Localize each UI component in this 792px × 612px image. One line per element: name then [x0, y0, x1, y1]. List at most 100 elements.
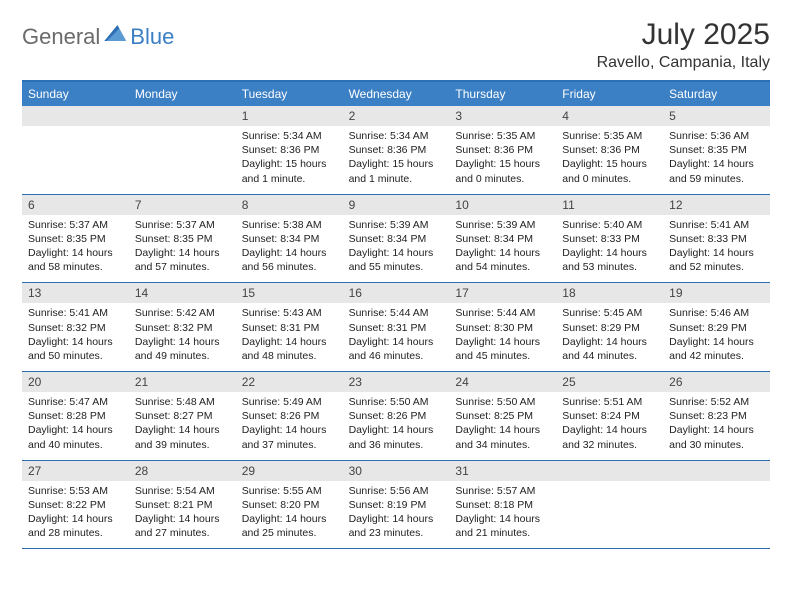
daycontent-row: Sunrise: 5:53 AMSunset: 8:22 PMDaylight:…	[22, 481, 770, 549]
day-number: 17	[449, 283, 556, 303]
day-daylight2: and 37 minutes.	[242, 438, 337, 452]
day-daylight2: and 59 minutes.	[669, 172, 764, 186]
logo-triangle-icon	[104, 25, 126, 41]
logo-text-general: General	[22, 24, 100, 50]
day-header-row: Sunday Monday Tuesday Wednesday Thursday…	[22, 82, 770, 106]
daynum-row: 6789101112	[22, 195, 770, 215]
day-cell: Sunrise: 5:43 AMSunset: 8:31 PMDaylight:…	[236, 303, 343, 371]
day-header: Saturday	[663, 82, 770, 106]
day-daylight2: and 50 minutes.	[28, 349, 123, 363]
title-block: July 2025 Ravello, Campania, Italy	[597, 18, 770, 72]
day-daylight2: and 40 minutes.	[28, 438, 123, 452]
day-sunrise: Sunrise: 5:37 AM	[28, 218, 123, 232]
day-cell: Sunrise: 5:38 AMSunset: 8:34 PMDaylight:…	[236, 215, 343, 283]
day-daylight2: and 44 minutes.	[562, 349, 657, 363]
day-daylight2: and 21 minutes.	[455, 526, 550, 540]
day-header: Monday	[129, 82, 236, 106]
day-number: 1	[236, 106, 343, 126]
daycontent-row: Sunrise: 5:34 AMSunset: 8:36 PMDaylight:…	[22, 126, 770, 194]
day-number: 29	[236, 461, 343, 481]
day-sunrise: Sunrise: 5:51 AM	[562, 395, 657, 409]
daynum-row: 20212223242526	[22, 372, 770, 392]
day-daylight1: Daylight: 14 hours	[669, 335, 764, 349]
day-daylight1: Daylight: 14 hours	[349, 512, 444, 526]
day-daylight1: Daylight: 14 hours	[562, 423, 657, 437]
calendar: Sunday Monday Tuesday Wednesday Thursday…	[22, 80, 770, 549]
day-sunset: Sunset: 8:34 PM	[455, 232, 550, 246]
day-daylight1: Daylight: 14 hours	[455, 512, 550, 526]
day-daylight2: and 49 minutes.	[135, 349, 230, 363]
day-sunrise: Sunrise: 5:43 AM	[242, 306, 337, 320]
day-number	[556, 461, 663, 481]
day-number: 24	[449, 372, 556, 392]
day-sunrise: Sunrise: 5:39 AM	[349, 218, 444, 232]
day-cell: Sunrise: 5:39 AMSunset: 8:34 PMDaylight:…	[343, 215, 450, 283]
day-daylight2: and 28 minutes.	[28, 526, 123, 540]
day-daylight1: Daylight: 14 hours	[242, 512, 337, 526]
day-daylight1: Daylight: 15 hours	[455, 157, 550, 171]
day-daylight1: Daylight: 14 hours	[562, 246, 657, 260]
day-cell: Sunrise: 5:37 AMSunset: 8:35 PMDaylight:…	[22, 215, 129, 283]
day-daylight2: and 32 minutes.	[562, 438, 657, 452]
day-daylight2: and 36 minutes.	[349, 438, 444, 452]
day-daylight2: and 58 minutes.	[28, 260, 123, 274]
day-sunset: Sunset: 8:36 PM	[349, 143, 444, 157]
day-sunrise: Sunrise: 5:45 AM	[562, 306, 657, 320]
day-cell: Sunrise: 5:47 AMSunset: 8:28 PMDaylight:…	[22, 392, 129, 460]
day-number: 13	[22, 283, 129, 303]
day-number: 12	[663, 195, 770, 215]
day-daylight1: Daylight: 14 hours	[562, 335, 657, 349]
day-sunrise: Sunrise: 5:38 AM	[242, 218, 337, 232]
day-daylight2: and 48 minutes.	[242, 349, 337, 363]
calendar-week: 6789101112Sunrise: 5:37 AMSunset: 8:35 P…	[22, 195, 770, 284]
day-daylight1: Daylight: 14 hours	[28, 512, 123, 526]
day-number: 8	[236, 195, 343, 215]
day-cell: Sunrise: 5:40 AMSunset: 8:33 PMDaylight:…	[556, 215, 663, 283]
day-sunset: Sunset: 8:23 PM	[669, 409, 764, 423]
day-daylight1: Daylight: 14 hours	[349, 335, 444, 349]
day-sunset: Sunset: 8:36 PM	[562, 143, 657, 157]
day-sunset: Sunset: 8:20 PM	[242, 498, 337, 512]
day-daylight1: Daylight: 14 hours	[242, 335, 337, 349]
day-cell: Sunrise: 5:52 AMSunset: 8:23 PMDaylight:…	[663, 392, 770, 460]
day-daylight1: Daylight: 14 hours	[135, 335, 230, 349]
day-number: 16	[343, 283, 450, 303]
day-sunset: Sunset: 8:31 PM	[242, 321, 337, 335]
day-number	[129, 106, 236, 126]
day-cell: Sunrise: 5:57 AMSunset: 8:18 PMDaylight:…	[449, 481, 556, 549]
day-daylight1: Daylight: 14 hours	[242, 423, 337, 437]
day-daylight1: Daylight: 14 hours	[455, 246, 550, 260]
day-daylight2: and 57 minutes.	[135, 260, 230, 274]
day-daylight2: and 0 minutes.	[455, 172, 550, 186]
day-cell: Sunrise: 5:50 AMSunset: 8:25 PMDaylight:…	[449, 392, 556, 460]
day-sunset: Sunset: 8:22 PM	[28, 498, 123, 512]
day-daylight2: and 30 minutes.	[669, 438, 764, 452]
day-daylight2: and 54 minutes.	[455, 260, 550, 274]
day-sunrise: Sunrise: 5:56 AM	[349, 484, 444, 498]
day-cell	[663, 481, 770, 549]
day-number: 21	[129, 372, 236, 392]
day-number	[22, 106, 129, 126]
day-number: 22	[236, 372, 343, 392]
day-daylight1: Daylight: 15 hours	[349, 157, 444, 171]
day-header: Thursday	[449, 82, 556, 106]
day-number: 7	[129, 195, 236, 215]
day-number: 27	[22, 461, 129, 481]
day-daylight2: and 56 minutes.	[242, 260, 337, 274]
day-daylight1: Daylight: 14 hours	[455, 423, 550, 437]
day-sunrise: Sunrise: 5:37 AM	[135, 218, 230, 232]
day-sunset: Sunset: 8:32 PM	[28, 321, 123, 335]
day-sunset: Sunset: 8:35 PM	[28, 232, 123, 246]
day-number: 26	[663, 372, 770, 392]
day-daylight1: Daylight: 15 hours	[242, 157, 337, 171]
day-sunrise: Sunrise: 5:34 AM	[242, 129, 337, 143]
day-sunrise: Sunrise: 5:35 AM	[455, 129, 550, 143]
day-daylight1: Daylight: 15 hours	[562, 157, 657, 171]
day-cell: Sunrise: 5:53 AMSunset: 8:22 PMDaylight:…	[22, 481, 129, 549]
day-sunrise: Sunrise: 5:47 AM	[28, 395, 123, 409]
day-sunrise: Sunrise: 5:41 AM	[669, 218, 764, 232]
day-daylight2: and 1 minute.	[242, 172, 337, 186]
day-sunrise: Sunrise: 5:39 AM	[455, 218, 550, 232]
daycontent-row: Sunrise: 5:37 AMSunset: 8:35 PMDaylight:…	[22, 215, 770, 283]
day-cell	[129, 126, 236, 194]
